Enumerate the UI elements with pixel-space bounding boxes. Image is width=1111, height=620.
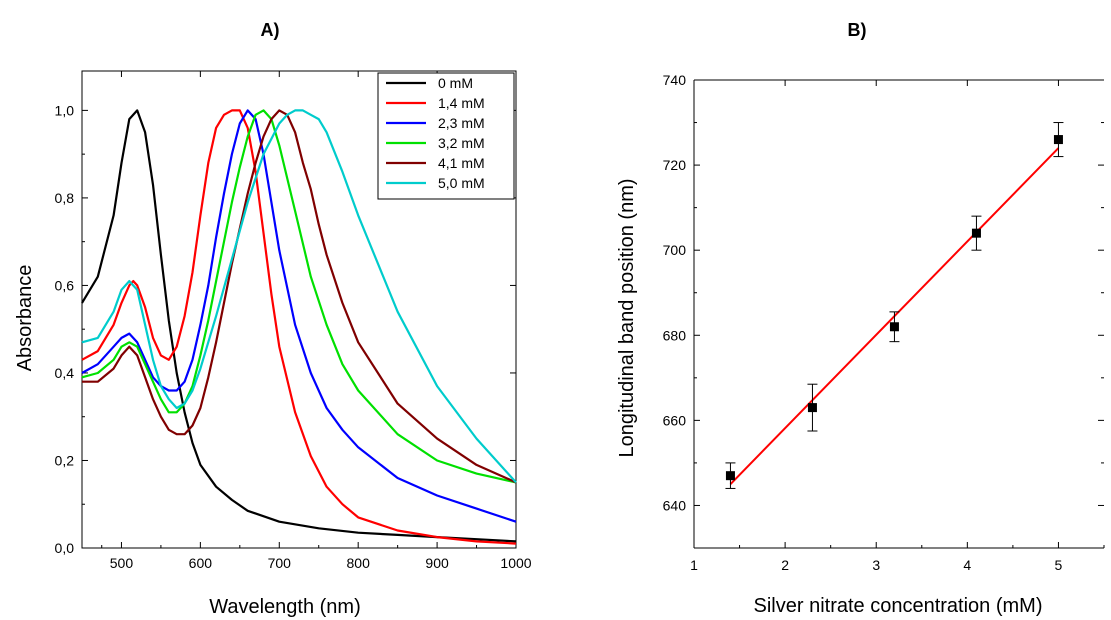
chart-a-legend-box — [377, 72, 515, 200]
chart-a-panel-label: A) — [261, 20, 280, 40]
chart-a-legend: 0 mM 1,4 mM 2,3 mM 3,2 mM 4,1 mM 5,0 mM — [377, 72, 515, 200]
chart-a-frame — [81, 70, 517, 549]
chart-a-x-tick-label: 900 — [425, 555, 449, 571]
chart-b: B) 1 2 3 4 5 640 660 680 700 720 740 Silver nitrat… — [616, 20, 1105, 617]
chart-a-legend-label: 5,0 mM — [438, 175, 485, 191]
chart-b-data-point — [889, 322, 899, 332]
chart-a-y-axis-label: Absorbance — [14, 265, 36, 372]
chart-a-legend-label: 4,1 mM — [438, 155, 485, 171]
chart-b-x-tick-label: 2 — [781, 557, 789, 573]
chart-a-y-tick-label: 0,6 — [55, 277, 75, 293]
chart-a-y-tick-label: 0,4 — [55, 365, 75, 381]
chart-b-x-tick-label: 5 — [1055, 557, 1063, 573]
chart-a-x-axis-label: Wavelength (nm) — [209, 596, 361, 618]
chart-a-x-tick-label: 1000 — [500, 555, 531, 571]
chart-a-legend-label: 3,2 mM — [438, 135, 485, 151]
chart-b-data-point — [971, 228, 981, 238]
chart-b-data-point — [725, 471, 735, 481]
chart-b-x-axis-label: Silver nitrate concentration (mM) — [754, 595, 1043, 617]
chart-a-y-tick-label: 1,0 — [55, 102, 75, 118]
chart-a-x-tick-label: 700 — [268, 555, 292, 571]
chart-a-plot-area: 500 600 700 800 900 1000 0,0 0,2 0,4 0,6 0,8 1,0 — [55, 70, 532, 571]
chart-a-series-line-1 — [81, 109, 517, 545]
chart-a-legend-label: 0 mM — [438, 75, 473, 91]
chart-b-y-tick-label: 700 — [663, 242, 687, 258]
chart-a-y-tick-label: 0,2 — [55, 452, 75, 468]
chart-b-x-tick-label: 3 — [872, 557, 880, 573]
chart-a-series-line-3 — [81, 109, 517, 484]
chart-b-y-tick-label: 640 — [663, 497, 687, 513]
chart-b-y-tick-label: 680 — [663, 327, 687, 343]
chart-a-y-tick-label: 0,0 — [55, 540, 75, 556]
chart-a-x-tick-label: 600 — [189, 555, 213, 571]
chart-b-data-point — [807, 403, 817, 413]
chart-a-legend-label: 2,3 mM — [438, 115, 485, 131]
chart-b-plot-area: 1 2 3 4 5 640 660 680 700 720 740 — [663, 72, 1105, 573]
chart-a-y-tick-label: 0,8 — [55, 190, 75, 206]
chart-b-x-tick-label: 4 — [963, 557, 971, 573]
chart-a-series-line-0 — [81, 109, 517, 543]
chart-b-y-tick-label: 660 — [663, 412, 687, 428]
chart-b-y-tick-label: 740 — [663, 72, 687, 88]
chart-a: A) 500 600 700 800 900 1000 0,0 0,2 0,4 0,6 0,8 1,0… — [14, 20, 532, 618]
chart-b-x-tick-label: 1 — [690, 557, 698, 573]
chart-b-data-point — [1053, 135, 1063, 145]
chart-b-y-tick-label: 720 — [663, 157, 687, 173]
chart-b-y-axis-label: Longitudinal band position (nm) — [616, 178, 638, 457]
chart-a-x-tick-label: 800 — [347, 555, 371, 571]
chart-b-panel-label: B) — [848, 20, 867, 40]
chart-a-series-line-2 — [81, 109, 517, 523]
chart-a-x-tick-label: 500 — [110, 555, 134, 571]
chart-a-series-line-5 — [81, 109, 517, 484]
chart-a-legend-label: 1,4 mM — [438, 95, 485, 111]
